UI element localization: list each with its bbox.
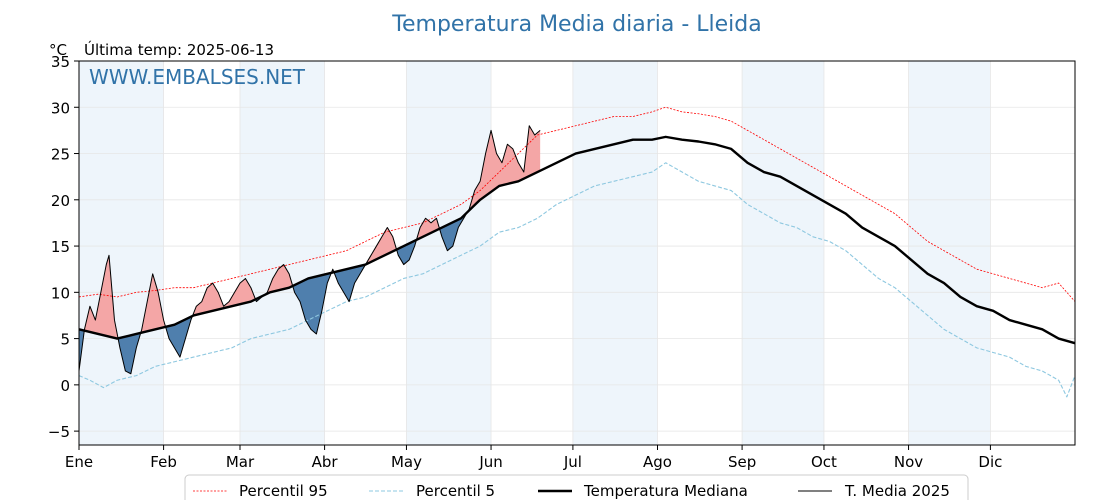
above-median-fill [192, 278, 256, 316]
series-lines [78, 106, 1076, 398]
above-median-fill [141, 273, 165, 333]
below-median-fill [293, 272, 331, 334]
grid-lines [78, 60, 1075, 445]
x-tick-label: Dic [978, 453, 1002, 471]
unit-label: °C [49, 41, 67, 59]
above-median-fill [84, 255, 118, 339]
x-tick-label: Feb [150, 453, 177, 471]
x-tick-label: Jul [563, 453, 582, 471]
y-tick-label: 10 [51, 284, 70, 302]
above-median-fill [365, 227, 397, 265]
x-tick-label: Jun [478, 453, 502, 471]
x-tick-label: Nov [894, 453, 923, 471]
watermark: WWW.EMBALSES.NET [89, 65, 306, 89]
x-tick-label: Ene [65, 453, 93, 471]
y-tick-label: 25 [51, 146, 70, 164]
series-line-p5 [78, 162, 1076, 398]
legend-box [184, 474, 969, 500]
month-band-sep [742, 61, 824, 445]
y-tick-label: 15 [51, 238, 70, 256]
y-tick-label: 5 [60, 331, 70, 349]
y-tick-label: 20 [51, 192, 70, 210]
x-tick-label: Oct [811, 453, 837, 471]
below-median-fill [396, 240, 417, 265]
above-median-fill [467, 125, 541, 212]
legend-label-current: T. Media 2025 [844, 482, 950, 500]
y-tick-label: −5 [48, 423, 70, 441]
legend-label-p95: Percentil 95 [239, 482, 328, 500]
legend-label-p5: Percentil 5 [416, 482, 495, 500]
y-tick-label: 35 [51, 53, 70, 71]
month-band-ene [79, 61, 164, 445]
plot-frame [78, 60, 1076, 446]
legend-label-median: Temperatura Mediana [583, 482, 748, 500]
x-tick-label: May [391, 453, 422, 471]
below-median-fill [334, 264, 365, 302]
x-tick-label: Sep [728, 453, 756, 471]
series-line-current [78, 125, 541, 375]
x-tick-label: Abr [312, 453, 339, 471]
last-temp-label: Última temp: 2025-06-13 [84, 40, 274, 59]
y-axis-ticks: −5 0 5 10 15 20 25 30 35 [48, 53, 79, 441]
month-bands [79, 61, 991, 445]
below-median-fill [439, 212, 468, 251]
month-band-may [406, 61, 492, 445]
series-line-p95 [78, 106, 1076, 302]
y-tick-label: 0 [60, 377, 70, 395]
y-tick-label: 30 [51, 99, 70, 117]
x-axis-ticks: Ene Feb Mar Abr May Jun Jul Ago Sep Oct Nov Dic [65, 445, 1002, 471]
legend: Percentil 95 Percentil 5 Temperatura Media… [184, 474, 969, 500]
x-tick-label: Mar [226, 453, 255, 471]
x-tick-label: Ago [643, 453, 672, 471]
month-band-nov [908, 61, 991, 445]
month-band-jul [572, 61, 658, 445]
month-band-mar [239, 61, 325, 445]
chart-title: Temperatura Media diaria - Lleida [391, 12, 761, 37]
series-line-median [78, 135, 1076, 345]
above-median-fill [416, 218, 440, 240]
